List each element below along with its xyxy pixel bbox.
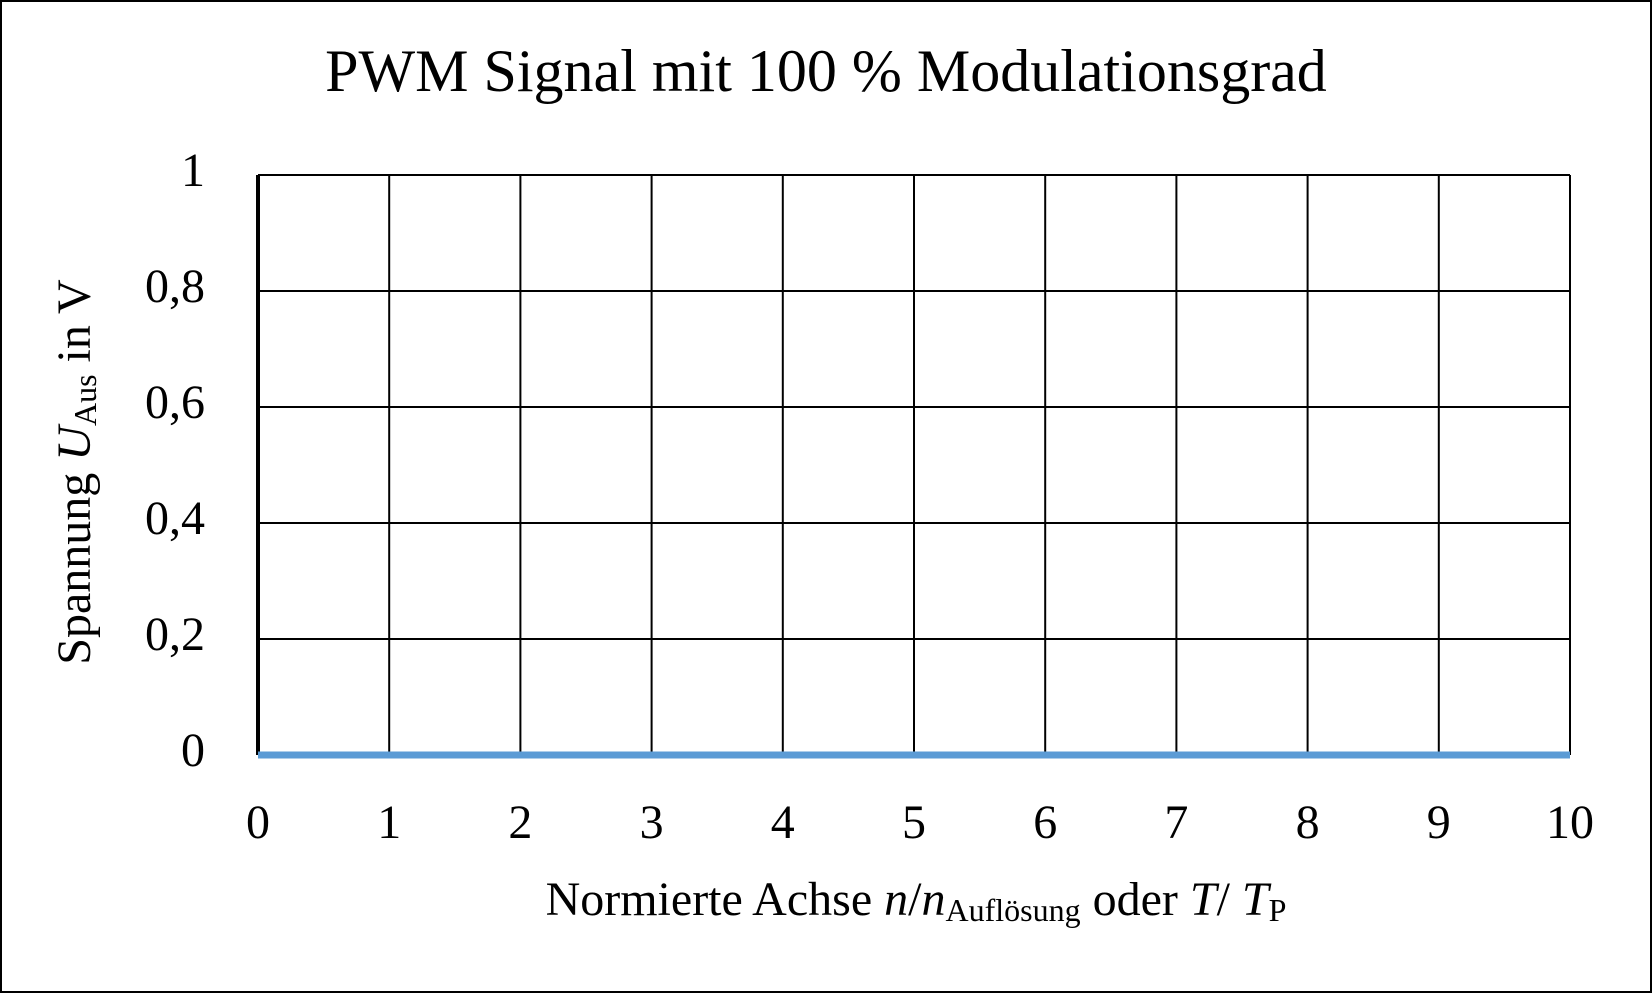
x-tick-label: 7 — [1164, 796, 1188, 849]
x-tick-label: 4 — [771, 796, 795, 849]
y-tick-label: 0,8 — [145, 260, 205, 313]
x-tick-label: 0 — [246, 796, 270, 849]
y-tick-label: 0 — [181, 724, 205, 777]
x-tick-label: 6 — [1033, 796, 1057, 849]
label-part: / — [1217, 873, 1242, 926]
x-tick-label: 5 — [902, 796, 926, 849]
label-part: Normierte Achse — [546, 873, 885, 926]
label-part: Auflösung — [945, 892, 1080, 928]
label-part: P — [1269, 892, 1287, 928]
label-part: U — [48, 423, 101, 461]
y-tick-label: 0,6 — [145, 376, 205, 429]
label-part: / — [908, 873, 922, 926]
label-part: oder — [1081, 873, 1190, 926]
x-axis-label: Normierte Achse n/nAuflösung oder T/ TP — [546, 873, 1287, 928]
y-axis-label: Spannung UAus in V — [48, 279, 103, 665]
label-part: Spannung — [48, 461, 101, 665]
label-part: T — [1242, 873, 1272, 926]
x-tick-label: 2 — [508, 796, 532, 849]
x-tick-label: 10 — [1546, 796, 1594, 849]
label-part: in V — [48, 279, 101, 374]
label-part: n — [884, 873, 908, 926]
label-part: T — [1190, 873, 1220, 926]
x-tick-label: 8 — [1296, 796, 1320, 849]
x-tick-label: 9 — [1427, 796, 1451, 849]
y-tick-label: 1 — [181, 144, 205, 197]
chart-title: PWM Signal mit 100 % Modulationsgrad — [325, 38, 1327, 104]
y-tick-label: 0,4 — [145, 492, 205, 545]
y-tick-label: 0,2 — [145, 608, 205, 661]
x-tick-label: 3 — [640, 796, 664, 849]
x-tick-label: 1 — [377, 796, 401, 849]
label-part: n — [921, 873, 945, 926]
label-part: Aus — [67, 374, 103, 426]
